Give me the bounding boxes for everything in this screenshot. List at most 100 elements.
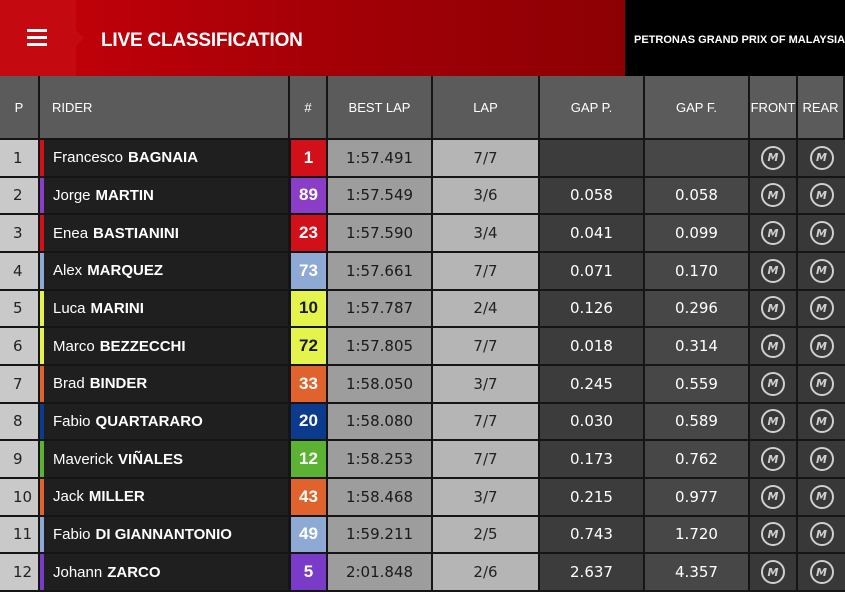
best-lap: 2:01.848 (345, 563, 414, 582)
gap-f-cell: 1.720 (645, 516, 750, 555)
rider-number: 72 (299, 336, 318, 356)
lap: 3/6 (473, 186, 498, 205)
gap-f-cell: 4.357 (645, 554, 750, 592)
position: 5 (13, 299, 23, 318)
number-cell: 73 (290, 253, 328, 291)
best-lap: 1:57.590 (345, 224, 414, 243)
gap-p-cell: 0.215 (540, 479, 645, 517)
rear-tyre-cell: M (798, 403, 845, 442)
front-tyre: M (761, 484, 785, 509)
team-stripe (40, 554, 44, 590)
front-tyre: M (761, 409, 785, 434)
front-tyre-cell: M (750, 441, 798, 479)
gap-previous: 0.743 (570, 525, 613, 544)
rear-tyre-cell: M (798, 366, 845, 404)
position-cell: 6 (0, 328, 40, 366)
rear-tyre: M (809, 447, 834, 472)
position-cell: 11 (0, 516, 40, 555)
lap: 3/4 (473, 224, 498, 243)
position: 8 (13, 412, 23, 431)
first-name: Johann (53, 563, 103, 581)
team-stripe (40, 140, 44, 176)
front-tyre: M (761, 221, 785, 246)
rider-number: 43 (299, 486, 318, 506)
rear-tyre-cell: M (798, 516, 845, 555)
position-cell: 2 (0, 177, 40, 216)
lap: 2/4 (473, 299, 498, 318)
header-red: LIVE CLASSIFICATION (0, 0, 625, 76)
lap: 7/7 (473, 261, 498, 280)
front-tyre-cell: M (750, 140, 798, 178)
first-name: Fabio (53, 525, 91, 543)
best-lap: 1:58.080 (345, 412, 414, 431)
rider-cell: Fabio QUARTARARO (40, 403, 290, 442)
rider-number: 89 (299, 185, 318, 205)
last-name: MARTIN (95, 186, 154, 204)
rider-number: 5 (303, 562, 314, 582)
gap-f-cell: 0.559 (645, 366, 750, 404)
lap-cell: 3/4 (433, 215, 540, 253)
gap-p-cell: 0.173 (540, 441, 645, 479)
rear-tyre-cell: M (798, 479, 845, 517)
first-name: Brad (53, 375, 85, 393)
lap-cell: 3/7 (433, 366, 540, 404)
position-cell: 8 (0, 403, 40, 442)
rear-tyre-cell: M (798, 441, 845, 479)
gap-first: 0.058 (675, 186, 718, 205)
gap-first: 0.099 (675, 224, 718, 243)
first-name: Alex (53, 262, 83, 280)
lap: 2/6 (473, 563, 498, 582)
rider-cell: Alex MARQUEZ (40, 253, 290, 291)
first-name: Maverick (53, 450, 114, 468)
menu-button[interactable] (0, 0, 84, 76)
rear-tyre-cell: M (798, 215, 845, 253)
team-stripe (40, 215, 44, 251)
gap-f-cell: 0.977 (645, 479, 750, 517)
team-stripe (40, 253, 44, 289)
gap-p-cell: 2.637 (540, 554, 645, 592)
position: 9 (13, 450, 23, 469)
header: LIVE CLASSIFICATION PETRONAS GRAND PRIX … (0, 0, 845, 76)
front-tyre-cell: M (750, 554, 798, 592)
col-best-lap-header: BEST LAP (328, 76, 433, 140)
rider-number: 33 (299, 373, 318, 393)
rear-tyre: M (809, 334, 834, 359)
lap: 7/7 (473, 412, 498, 431)
number-cell: 1 (290, 140, 328, 178)
lap-cell: 7/7 (433, 403, 540, 442)
gap-first: 0.296 (675, 299, 718, 318)
menu-bar (27, 36, 47, 39)
team-stripe (40, 516, 44, 553)
gap-f-cell: 0.170 (645, 253, 750, 291)
rear-tyre: M (809, 522, 834, 547)
gap-previous: 0.215 (570, 487, 613, 506)
rider-cell: Johann ZARCO (40, 554, 290, 592)
front-tyre: M (761, 183, 785, 208)
gap-first: 1.720 (675, 525, 718, 544)
last-name: MILLER (88, 488, 145, 506)
last-name: MARQUEZ (87, 262, 164, 280)
rear-tyre: M (809, 145, 834, 170)
team-stripe (40, 366, 44, 402)
front-tyre: M (761, 334, 785, 359)
position: 4 (13, 261, 23, 280)
number-cell: 10 (290, 290, 328, 329)
lap-cell: 7/7 (433, 140, 540, 178)
rider-cell: Jack MILLER (40, 479, 290, 517)
best-lap: 1:57.805 (345, 337, 414, 356)
col-front-header: FRONT (750, 76, 798, 140)
rider-cell: Francesco BAGNAIA (40, 140, 290, 178)
best-lap-cell: 1:58.468 (328, 479, 433, 517)
rider-cell: Fabio DI GIANNANTONIO (40, 516, 290, 555)
gap-first: 0.559 (675, 374, 718, 393)
gap-f-cell: 0.099 (645, 215, 750, 253)
number-cell: 23 (290, 215, 328, 253)
team-stripe (40, 403, 44, 440)
col-rear-header: REAR (798, 76, 845, 140)
position: 7 (13, 374, 23, 393)
rear-tyre-cell: M (798, 290, 845, 329)
last-name: QUARTARARO (95, 412, 203, 430)
lap: 3/7 (473, 487, 498, 506)
gap-previous: 2.637 (570, 563, 613, 582)
best-lap: 1:57.787 (345, 299, 414, 318)
